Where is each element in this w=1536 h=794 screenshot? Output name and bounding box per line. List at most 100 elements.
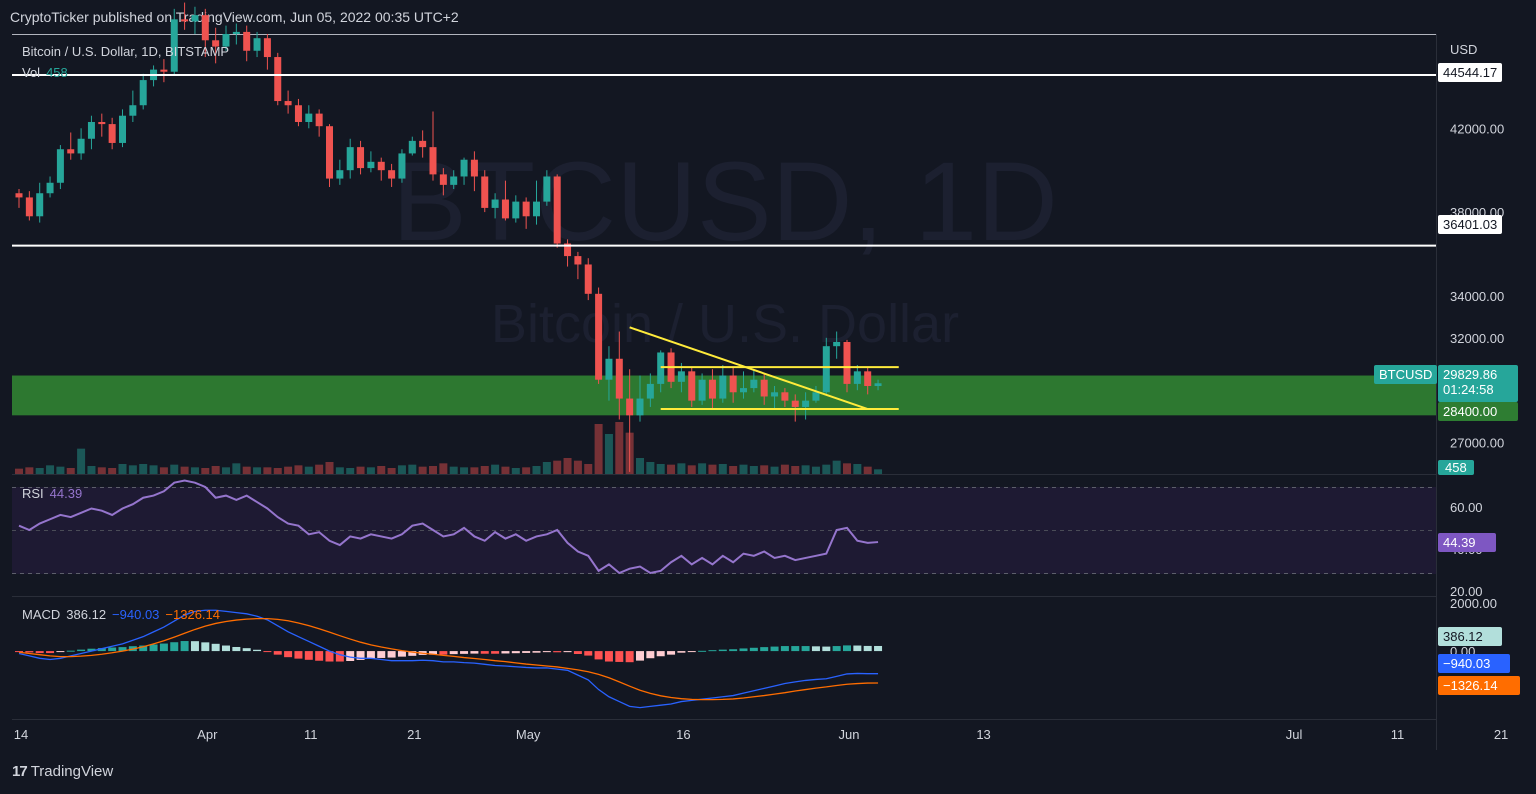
time-tick-label: May (516, 727, 541, 742)
volume-bar (542, 462, 551, 474)
macd-histogram-bar (242, 648, 251, 652)
candle-body (657, 352, 665, 384)
price-tick-label: 42000.00 (1450, 121, 1504, 136)
candle-body (419, 140, 427, 148)
volume-bar (387, 468, 396, 474)
macd-histogram-bar (439, 651, 448, 655)
candle-body (719, 375, 727, 399)
macd-histogram-bar (563, 651, 572, 653)
macd-histogram-bar (749, 647, 758, 652)
volume-bar (170, 464, 179, 474)
macd-histogram-bar (429, 651, 437, 655)
volume-bar (211, 466, 220, 474)
tv-logo-icon: 17 (12, 763, 28, 780)
candle-body (729, 375, 737, 393)
volume-bar (253, 467, 262, 474)
time-axis-ticks: 14 Apr 11 21 May 16 Jun 13 Jul 11 21 (14, 727, 1509, 742)
volume-bar (273, 468, 282, 474)
vol-value: 458 (46, 65, 68, 80)
candle-countdown: 01:24:58 (1443, 382, 1494, 397)
candle-body (439, 174, 447, 185)
candle-body (253, 38, 261, 51)
volume-bar (108, 468, 117, 474)
candle-body (170, 19, 178, 72)
candle-body (822, 346, 830, 393)
candle-body (377, 161, 385, 171)
candle-body (294, 105, 302, 122)
candle-body (864, 371, 872, 386)
volume-bar (480, 466, 489, 474)
volume-bar (222, 467, 230, 474)
macd-histogram-bar (594, 651, 603, 660)
level-tag-top[interactable]: 44544.17 (1438, 63, 1503, 82)
candle-body (833, 342, 841, 347)
candle-body (326, 126, 333, 179)
candle-body (263, 38, 271, 58)
candle-body (501, 199, 509, 219)
candle-body (388, 170, 396, 179)
macd-histogram-bar (573, 651, 582, 654)
volume-bar (97, 467, 106, 474)
rsi-value: 44.39 (49, 486, 83, 501)
volume-bar (677, 463, 686, 474)
volume-legend[interactable]: Vol 458 (22, 65, 68, 80)
macd-histogram-bar (718, 649, 727, 652)
volume-bar (377, 466, 386, 474)
macd-histogram-bar (832, 646, 841, 652)
macd-histogram-bar (180, 641, 189, 652)
candle-body (56, 149, 64, 183)
descending-triangle[interactable] (629, 326, 899, 411)
volume-bar (87, 466, 96, 474)
volume-bar (553, 460, 562, 474)
macd-histogram-bar (460, 651, 469, 654)
rsi-tick-label: 20.00 (1450, 584, 1483, 599)
candle-body (615, 358, 623, 399)
volume-bar (263, 467, 272, 474)
volume-bar (284, 466, 293, 474)
candle-body (646, 383, 654, 399)
macd-legend[interactable]: MACD 386.12 −940.03 −1326.14 (22, 607, 220, 622)
candle-body (408, 140, 416, 154)
horizontal-levels[interactable] (12, 73, 1436, 247)
macd-histogram-bar (190, 641, 199, 652)
macd-histogram-bar (739, 648, 748, 652)
volume-bar (335, 467, 344, 474)
macd-hist-tag: 386.12 (1438, 627, 1502, 646)
candle-body (791, 400, 799, 407)
volume-bar (159, 467, 168, 474)
candle-body (87, 122, 95, 139)
macd-histogram-bar (284, 651, 293, 658)
volume-bar (874, 469, 883, 474)
rsi-tag: 44.39 (1438, 533, 1496, 552)
time-tick-label: 13 (976, 727, 990, 742)
volume-bar (491, 464, 500, 474)
macd-histogram-bar (97, 648, 106, 652)
macd-line (18, 609, 879, 709)
time-tick-label: 16 (676, 727, 690, 742)
rsi-line (18, 479, 879, 575)
volume-bar (791, 466, 800, 474)
candle-body (67, 149, 75, 154)
macd-histogram-bar (470, 651, 479, 654)
rsi-legend[interactable]: RSI 44.39 (22, 486, 82, 501)
symbol-legend[interactable]: Bitcoin / U.S. Dollar, 1D, BITSTAMP (22, 44, 229, 59)
candle-body (512, 201, 520, 219)
currency-label: USD (1450, 42, 1477, 57)
volume-bar (35, 468, 44, 474)
publish-text: CryptoTicker published on TradingView.co… (10, 9, 459, 25)
macd-signal-value: −1326.14 (165, 607, 220, 622)
macd-histogram-bar (25, 651, 34, 653)
macd-histogram-bar (449, 651, 458, 655)
footer (0, 752, 1536, 794)
macd-histogram-bar (553, 651, 562, 653)
rsi-indicator (18, 479, 879, 575)
candle-body (636, 398, 644, 416)
candle-body (605, 358, 613, 380)
volume-bar (739, 464, 748, 474)
macd-histogram-bar (15, 651, 23, 653)
level-tag-mid[interactable]: 36401.03 (1438, 215, 1503, 234)
tradingview-logo[interactable]: 17 TradingView (12, 763, 113, 780)
candle-body (812, 392, 820, 401)
macd-line-tag: −940.03 (1438, 654, 1510, 673)
